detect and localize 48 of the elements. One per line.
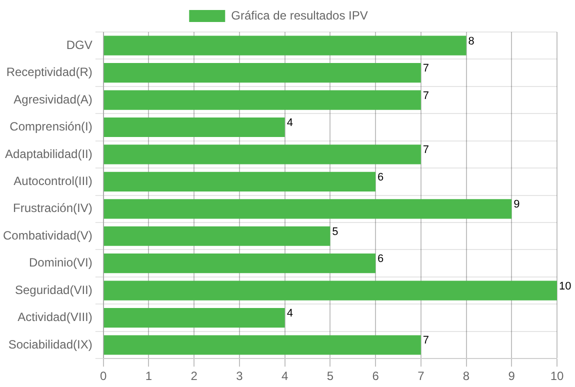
data-label: 7 <box>422 334 430 347</box>
bar <box>104 63 421 83</box>
y-tick-label: Agresividad(A) <box>14 92 92 106</box>
x-tick-label: 1 <box>145 369 152 384</box>
x-tick-label: 10 <box>550 369 564 384</box>
x-tick-label: 4 <box>281 369 288 384</box>
y-tick-label: Dominio(VI) <box>29 256 92 270</box>
y-tick-label: Comprensión(I) <box>10 120 92 134</box>
bar <box>104 254 376 274</box>
bar <box>104 226 330 246</box>
y-tick-label: Frustración(IV) <box>13 201 92 216</box>
y-tick-label: Receptividad(R) <box>6 65 92 80</box>
x-tick-label: 8 <box>462 369 470 384</box>
legend-label: Gráfica de resultados IPV <box>231 8 368 22</box>
bar <box>104 335 421 355</box>
x-tick-label: 0 <box>100 369 108 384</box>
data-label: 4 <box>286 308 293 320</box>
bar <box>104 280 557 300</box>
bar <box>104 90 421 110</box>
bar <box>104 172 376 192</box>
x-tick-label: 2 <box>190 369 198 384</box>
bar <box>104 144 421 164</box>
bar <box>104 117 285 138</box>
bar <box>104 36 466 56</box>
x-tick-label: 9 <box>508 369 516 384</box>
data-label: 6 <box>378 253 384 266</box>
data-label: 4 <box>286 116 293 129</box>
data-label: 7 <box>422 90 430 102</box>
y-tick-label: Combatividad(V) <box>2 228 92 242</box>
data-label: 5 <box>332 226 338 238</box>
data-label: 9 <box>514 198 520 211</box>
data-label: 6 <box>378 171 384 184</box>
data-label: 7 <box>422 62 430 75</box>
x-tick-label: 7 <box>418 369 425 384</box>
x-tick-label: 3 <box>236 369 244 384</box>
y-tick-label: DGV <box>66 38 92 52</box>
x-tick-label: 5 <box>326 369 334 384</box>
bar <box>104 199 512 219</box>
data-label: 7 <box>422 144 430 156</box>
y-tick-label: Adaptabilidad(II) <box>4 146 92 161</box>
y-tick-label: Autocontrol(III) <box>14 174 92 188</box>
x-tick-label: 6 <box>372 369 380 384</box>
bar <box>104 308 285 328</box>
y-tick-label: Seguridad(VII) <box>14 282 92 297</box>
data-label: 10 <box>559 280 572 292</box>
data-label: 8 <box>468 35 474 48</box>
y-tick-label: Sociabilidad(IX) <box>8 337 92 352</box>
y-tick-label: Actividad(VIII) <box>18 310 92 324</box>
